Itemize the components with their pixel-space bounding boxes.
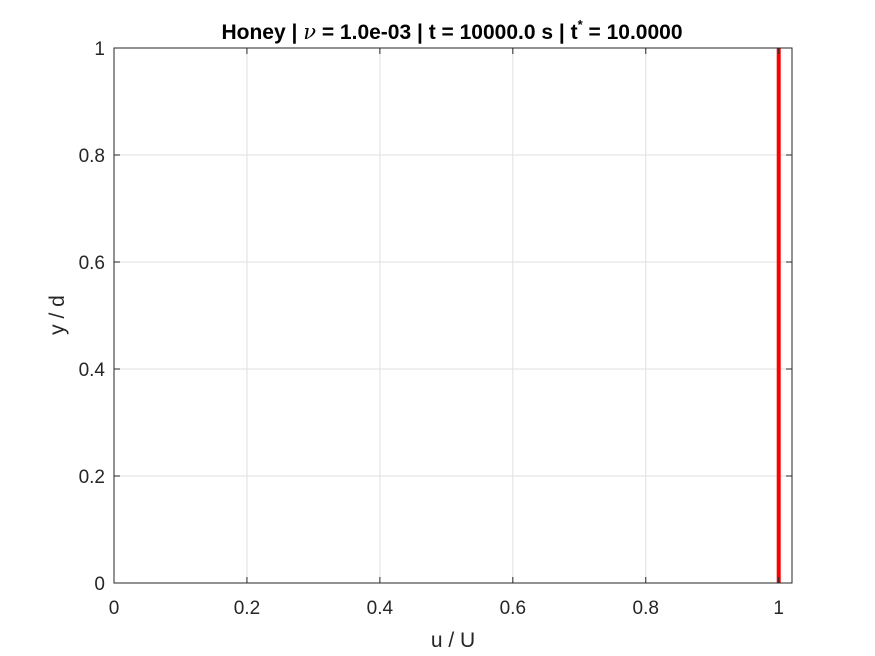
title-suffix: = 10.0000 <box>583 21 683 44</box>
y-tick-label: 0.2 <box>79 467 105 488</box>
tick-label-layer: 0 0.2 0.4 0.6 0.8 1 0 0.2 0.4 0.6 0.8 1 <box>79 39 784 619</box>
x-tick-label: 0.6 <box>500 598 526 619</box>
tick-layer <box>113 47 792 584</box>
plot-area <box>114 48 792 583</box>
x-tick-label: 0 <box>109 598 120 619</box>
x-tick-label: 0.4 <box>367 598 394 619</box>
y-tick-label: 0.4 <box>79 360 106 381</box>
title-superscript: * <box>578 17 584 32</box>
plot-frame <box>113 47 793 584</box>
title-prefix: Honey | <box>221 21 303 44</box>
title-symbol: ν <box>303 20 316 44</box>
x-axis-label: u / U <box>431 629 475 652</box>
x-tick-label: 0.2 <box>234 598 260 619</box>
y-axis-label: y / d <box>46 295 69 335</box>
y-tick-label: 0 <box>94 574 105 595</box>
y-tick-label: 0.6 <box>79 253 105 274</box>
x-tick-label: 0.8 <box>633 598 659 619</box>
title-middle: = 1.0e-03 | t = 10000.0 s | t <box>316 21 578 44</box>
y-tick-label: 1 <box>94 39 105 60</box>
y-tick-label: 0.8 <box>79 146 105 167</box>
grid <box>113 47 792 584</box>
x-tick-label: 1 <box>773 598 784 619</box>
chart-title: Honey | ν = 1.0e-03 | t = 10000.0 s | t*… <box>221 17 682 44</box>
